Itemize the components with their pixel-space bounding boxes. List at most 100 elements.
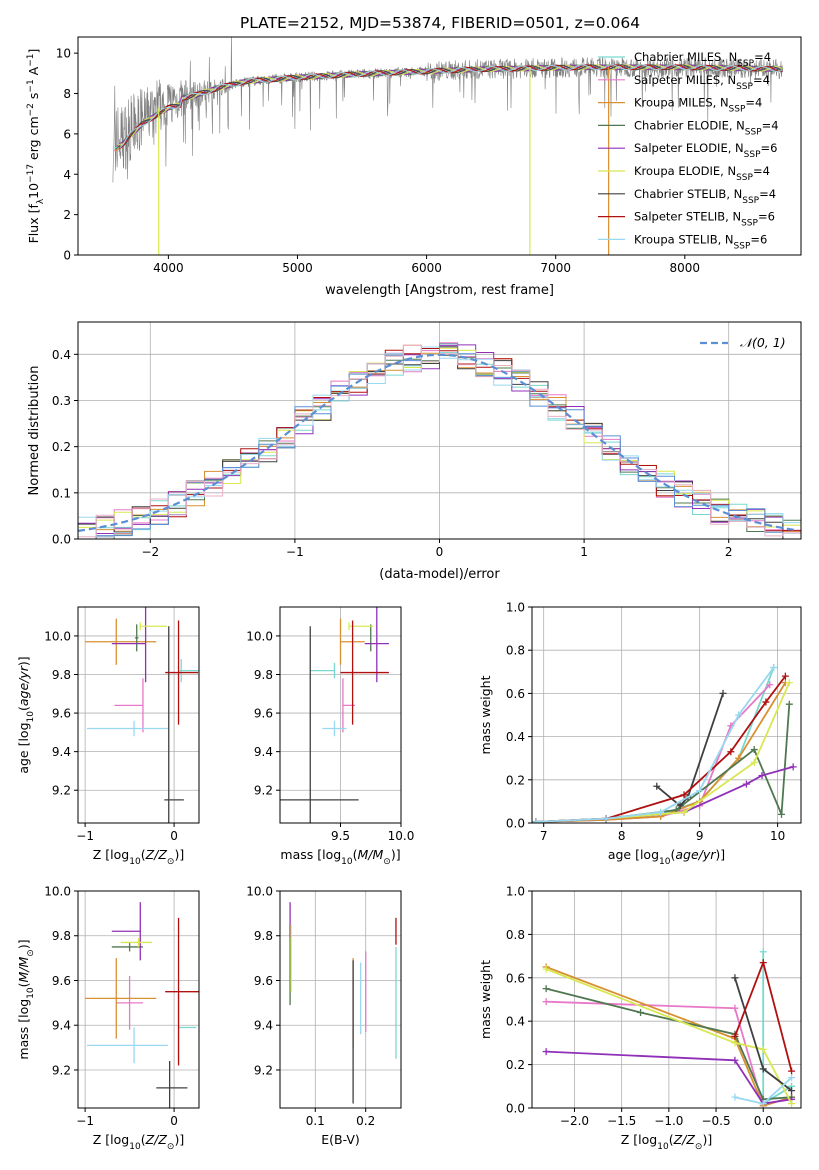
weight-marker	[781, 672, 789, 680]
frame-spectrum: 4000 5000 6000 7000 8000 0 2 4 6 8 10 wavelength [A…	[26, 36, 802, 298]
weight-marker	[637, 1009, 645, 1017]
weight-marker	[727, 748, 735, 756]
axes-weights_age: 7 8 9 10 0.0 0.2 0.4 0.6 0.8 1.0 age [log10(age/yr…	[478, 601, 802, 867]
weight-line	[546, 1050, 792, 1105]
x-tick-label: 8000	[670, 261, 701, 275]
weight-line	[535, 684, 771, 823]
spectrum-model-line	[118, 64, 783, 150]
x-tick-label: −2	[141, 545, 159, 559]
y-tick-label: 0.6	[506, 971, 525, 985]
x-axis-label: mass [log10(M/M⊙)]	[280, 847, 400, 867]
weight-marker	[735, 711, 743, 719]
x-tick-label: 0.2	[356, 1114, 375, 1128]
frame-z_mass: −1 0 9.2 9.4 9.6 9.8 10.0 Z [log10(Z/Z⊙)] mass […	[16, 885, 200, 1152]
x-tick-label: 2	[725, 545, 733, 559]
plot-area-weights_z	[542, 948, 796, 1108]
frame-mass_age: 9.5 10.0 9.2 9.4 9.6 9.8 10.0 mass [log10(M/M⊙)…	[246, 606, 414, 867]
weight-marker	[788, 1087, 796, 1095]
y-tick-label: 1.0	[506, 601, 525, 615]
plot-area-spectrum	[112, 37, 784, 255]
y-tick-label: 0.2	[52, 440, 71, 454]
x-axis-label: (data-model)/error	[379, 567, 500, 582]
axes-frame	[279, 890, 402, 1109]
weight-marker	[759, 948, 767, 956]
axes-frame	[77, 36, 802, 256]
normal-curve	[78, 353, 799, 532]
axes-z_mass: −1 0 9.2 9.4 9.6 9.8 10.0 Z [log10(Z/Z⊙)] mass […	[16, 885, 200, 1152]
y-tick-label: 9.4	[52, 1019, 71, 1033]
y-tick-label: 10.0	[246, 629, 273, 643]
legend-entry-label: Chabrier MILES, NSSP=4	[634, 50, 771, 69]
axes-z_age: −1 0 9.2 9.4 9.6 9.8 10.0 Z [log10(Z/Z⊙)] age [l…	[16, 606, 200, 867]
weight-line	[535, 675, 787, 823]
x-tick-label: −1	[286, 545, 304, 559]
y-axis-label: age [log10(age/yr)]	[16, 656, 36, 773]
weight-marker	[602, 815, 610, 823]
weight-marker	[653, 782, 661, 790]
y-tick-label: 9.6	[52, 707, 71, 721]
legend-entry-label: Chabrier ELODIE, NSSP=4	[634, 118, 779, 137]
weight-marker	[657, 808, 665, 816]
y-tick-label: 4	[63, 168, 71, 182]
y-tick-label: 6	[63, 127, 71, 141]
x-tick-label: 0.0	[754, 1114, 773, 1128]
frame-weights_z: −2.0 −1.5 −1.0 −0.5 0.0 0.0 0.2 0.4 0.6 0.8 1.0 Z […	[478, 885, 802, 1152]
weight-marker	[750, 746, 758, 754]
axes-ebv_mass: 0.1 0.2 9.2 9.4 9.6 9.8 10.0 E(B-V)	[246, 885, 402, 1147]
axes-frame	[531, 606, 802, 824]
plot-area-z_mass	[85, 902, 199, 1108]
x-tick-label: 1	[580, 545, 588, 559]
weight-marker	[759, 959, 767, 967]
y-tick-label: 0.4	[506, 730, 525, 744]
weight-marker	[542, 985, 550, 993]
x-axis-label: Z [log10(Z/Z⊙)]	[93, 1132, 184, 1152]
weight-marker	[532, 818, 540, 823]
frame-ebv_mass: 0.1 0.2 9.2 9.4 9.6 9.8 10.0 E(B-V)	[246, 885, 402, 1147]
y-tick-label: 0.3	[52, 394, 71, 408]
weight-marker	[731, 1093, 739, 1101]
legend-entry-label: Kroupa ELODIE, NSSP=4	[634, 164, 770, 183]
weight-marker	[758, 771, 766, 779]
axes-frame	[531, 890, 802, 1109]
axes-frame	[77, 606, 200, 824]
y-tick-label: 10.0	[44, 885, 71, 899]
x-tick-label: 6000	[411, 261, 442, 275]
weight-marker	[759, 1100, 767, 1108]
y-tick-label: 0.8	[506, 928, 525, 942]
y-tick-label: 0.0	[52, 533, 71, 547]
x-tick-label: −1	[76, 829, 94, 843]
weight-marker	[770, 663, 778, 671]
y-tick-label: 9.8	[254, 668, 273, 682]
frame-weights_age: 7 8 9 10 0.0 0.2 0.4 0.6 0.8 1.0 age [log10(age/yr…	[478, 601, 802, 867]
y-axis-label: mass weight	[478, 960, 493, 1039]
plot-area-z_age	[85, 607, 199, 823]
y-tick-label: 9.6	[254, 707, 273, 721]
legend-entry-label: Kroupa STELIB, NSSP=6	[634, 232, 767, 251]
x-tick-label: 7	[540, 829, 548, 843]
axes-spectrum: 4000 5000 6000 7000 8000 0 2 4 6 8 10 wavelength [A…	[26, 36, 802, 298]
weight-marker	[676, 802, 684, 810]
y-tick-label: 0.4	[506, 1015, 525, 1029]
x-tick-label: 0.1	[306, 1114, 325, 1128]
y-tick-label: 9.2	[254, 784, 273, 798]
x-tick-label: 0	[170, 1114, 178, 1128]
y-tick-label: 9.2	[52, 784, 71, 798]
y-tick-label: 0.2	[506, 773, 525, 787]
x-tick-label: 9	[696, 829, 704, 843]
weight-marker	[788, 1100, 796, 1108]
legend-entry-label: Kroupa MILES, NSSP=4	[634, 96, 762, 115]
y-tick-label: 8	[63, 87, 71, 101]
y-tick-label: 1.0	[506, 885, 525, 899]
plot-area-ebv_mass	[289, 902, 397, 1104]
weight-marker	[785, 700, 793, 708]
x-tick-label: −1.0	[654, 1114, 683, 1128]
weight-marker	[542, 1048, 550, 1056]
plot-area-mass_age	[280, 607, 389, 823]
weight-marker	[788, 1067, 796, 1075]
y-tick-label: 0.0	[506, 817, 525, 831]
legend-entry-label: Salpeter STELIB, NSSP=6	[634, 210, 775, 229]
weight-marker	[742, 780, 750, 788]
x-tick-label: −1	[76, 1114, 94, 1128]
y-tick-label: 0.8	[506, 644, 525, 658]
